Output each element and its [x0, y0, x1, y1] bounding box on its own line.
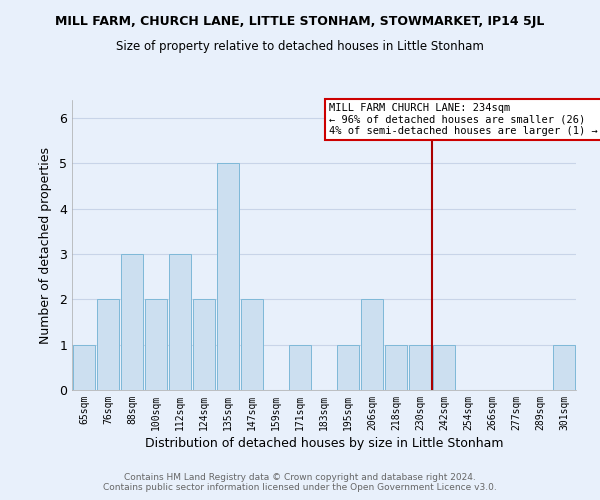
X-axis label: Distribution of detached houses by size in Little Stonham: Distribution of detached houses by size …	[145, 437, 503, 450]
Text: Contains public sector information licensed under the Open Government Licence v3: Contains public sector information licen…	[103, 484, 497, 492]
Text: MILL FARM, CHURCH LANE, LITTLE STONHAM, STOWMARKET, IP14 5JL: MILL FARM, CHURCH LANE, LITTLE STONHAM, …	[55, 15, 545, 28]
Bar	[289, 344, 311, 390]
Bar	[169, 254, 191, 390]
Text: Contains HM Land Registry data © Crown copyright and database right 2024.: Contains HM Land Registry data © Crown c…	[124, 474, 476, 482]
Bar	[145, 300, 167, 390]
Bar	[97, 300, 119, 390]
Bar	[73, 344, 95, 390]
Bar	[361, 300, 383, 390]
Bar	[193, 300, 215, 390]
Bar	[241, 300, 263, 390]
Bar	[409, 344, 431, 390]
Y-axis label: Number of detached properties: Number of detached properties	[39, 146, 52, 344]
Bar	[121, 254, 143, 390]
Bar	[553, 344, 575, 390]
Bar	[433, 344, 455, 390]
Text: MILL FARM CHURCH LANE: 234sqm
← 96% of detached houses are smaller (26)
4% of se: MILL FARM CHURCH LANE: 234sqm ← 96% of d…	[329, 103, 598, 136]
Bar	[217, 164, 239, 390]
Bar	[385, 344, 407, 390]
Text: Size of property relative to detached houses in Little Stonham: Size of property relative to detached ho…	[116, 40, 484, 53]
Bar	[337, 344, 359, 390]
